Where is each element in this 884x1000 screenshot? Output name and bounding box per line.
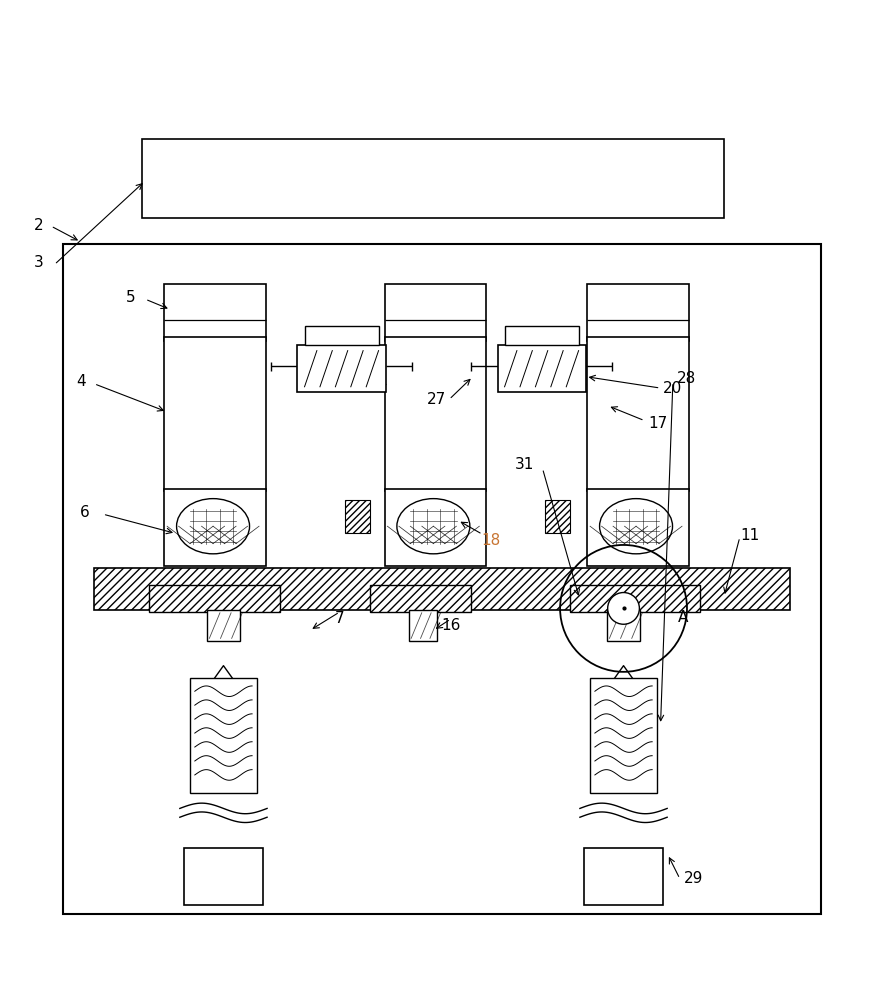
Text: 27: 27 [427, 392, 446, 407]
Bar [94, 568, 790, 610]
Bar [545, 500, 570, 533]
Text: 3: 3 [34, 255, 43, 270]
Bar [298, 345, 385, 392]
Ellipse shape [599, 499, 673, 554]
Text: 17: 17 [648, 416, 667, 431]
Text: A: A [678, 610, 689, 625]
Text: 20: 20 [663, 381, 682, 396]
Text: 31: 31 [515, 457, 535, 472]
Text: 5: 5 [126, 290, 136, 305]
Bar [190, 678, 256, 793]
Bar [591, 678, 657, 793]
Text: 28: 28 [677, 371, 697, 386]
Bar [587, 489, 689, 566]
Bar [587, 284, 689, 341]
Bar [142, 139, 724, 218]
Bar [505, 326, 579, 345]
Bar [63, 244, 821, 914]
Bar [570, 585, 700, 612]
Text: 18: 18 [481, 533, 500, 548]
Bar [164, 284, 266, 341]
Text: 16: 16 [441, 618, 461, 633]
Bar [498, 345, 585, 392]
Text: 6: 6 [80, 505, 90, 520]
Bar [304, 326, 378, 345]
Text: 4: 4 [76, 374, 86, 389]
Text: 29: 29 [684, 871, 704, 886]
Circle shape [607, 593, 639, 624]
Bar [164, 489, 266, 566]
Bar [583, 848, 663, 905]
Bar [345, 500, 370, 533]
Bar [587, 337, 689, 491]
Ellipse shape [177, 499, 249, 554]
Bar [408, 610, 437, 641]
Bar [606, 610, 640, 641]
Bar [164, 337, 266, 491]
Bar [385, 284, 486, 341]
Bar [207, 610, 240, 641]
Bar [385, 337, 486, 491]
Bar [149, 585, 280, 612]
Text: 11: 11 [741, 528, 760, 543]
Bar [385, 489, 486, 566]
Ellipse shape [397, 499, 470, 554]
Bar [184, 848, 263, 905]
Bar [370, 585, 471, 612]
Text: 2: 2 [34, 218, 43, 233]
Text: 7: 7 [335, 611, 345, 626]
